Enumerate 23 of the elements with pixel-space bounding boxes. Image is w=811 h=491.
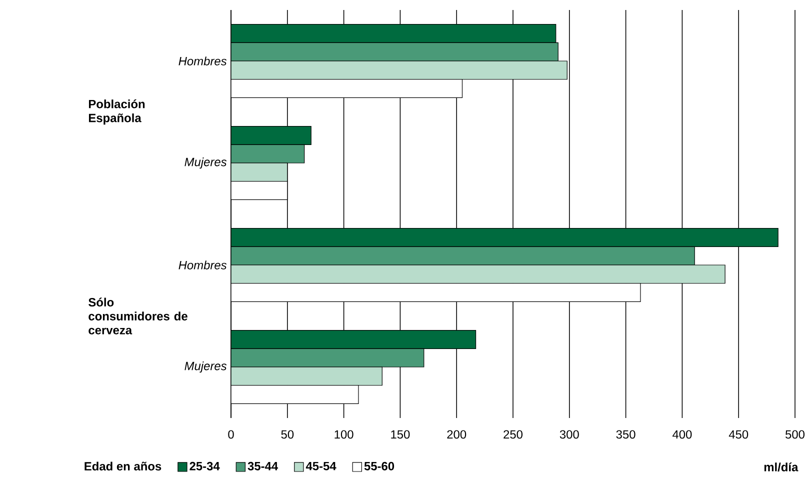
legend-title: Edad en años (84, 462, 162, 471)
x-tick-label: 500 (786, 430, 805, 439)
x-tick-label: 150 (391, 430, 410, 439)
legend-label: 25-34 (190, 462, 220, 470)
legend-label: 35-44 (248, 462, 278, 470)
x-tick-label: 450 (728, 430, 748, 439)
y-tick-label: Mujeres (184, 157, 227, 169)
x-tick-label: 250 (504, 430, 523, 439)
y-tick-label: Mujeres (184, 361, 227, 373)
y-tick-label: Hombres (178, 56, 227, 66)
x-tick-label: 300 (560, 430, 579, 439)
x-tick-label: 200 (447, 430, 466, 439)
legend-label: 45-54 (306, 462, 336, 470)
legend-label: 55-60 (364, 462, 394, 470)
x-tick-label: 350 (616, 430, 636, 439)
x-tick-label: 100 (334, 430, 354, 439)
x-tick-label: 400 (672, 430, 692, 439)
x-tick-label: 0 (228, 430, 234, 439)
x-axis-title: ml/día (764, 462, 798, 472)
x-tick-label: 50 (281, 430, 294, 439)
text: Población Española (88, 99, 145, 125)
text: Sólo consumidores de cerveza (88, 298, 188, 334)
y-tick-label: Hombres (178, 260, 227, 270)
